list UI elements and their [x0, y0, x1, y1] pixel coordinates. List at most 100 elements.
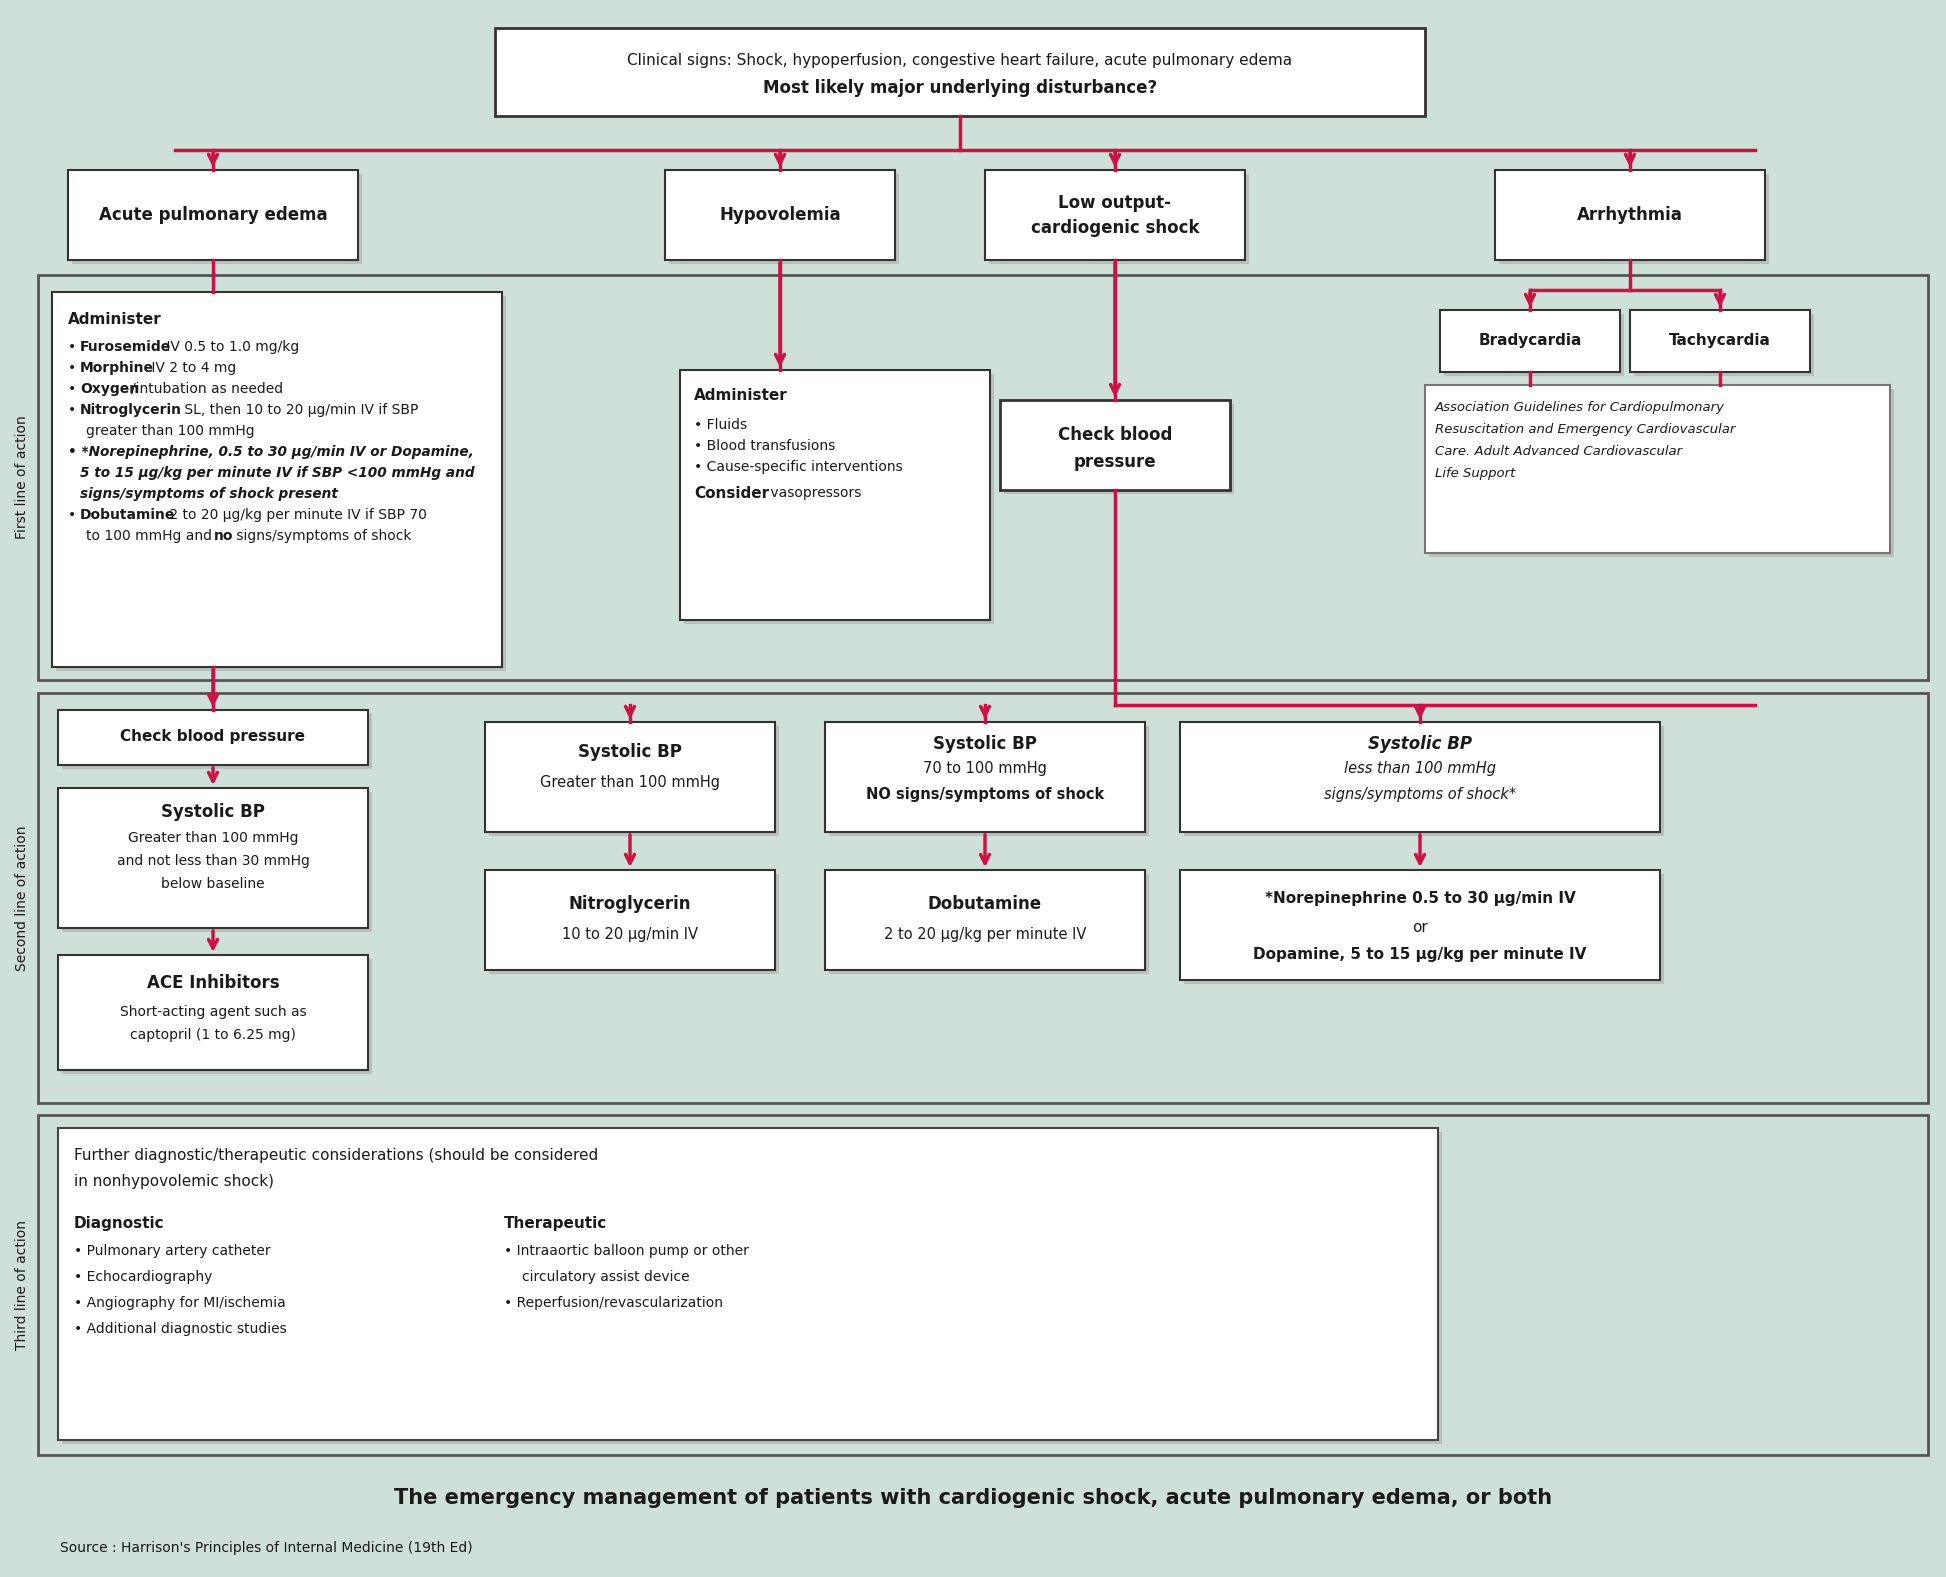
Bar [1440, 311, 1619, 372]
Text: First line of action: First line of action [16, 416, 29, 539]
Text: Tachycardia: Tachycardia [1670, 333, 1771, 349]
Text: Arrhythmia: Arrhythmia [1576, 207, 1683, 224]
Bar [989, 173, 1249, 263]
Text: Check blood pressure: Check blood pressure [121, 730, 306, 744]
Text: • Blood transfusions: • Blood transfusions [695, 438, 835, 453]
Text: and not less than 30 mmHg: and not less than 30 mmHg [117, 855, 309, 867]
Text: greater than 100 mmHg: greater than 100 mmHg [86, 424, 255, 438]
Bar [1424, 385, 1890, 554]
Bar [825, 722, 1144, 833]
Bar [1179, 871, 1660, 979]
Bar [62, 792, 372, 932]
Bar [62, 714, 372, 770]
Text: circulatory assist device: circulatory assist device [522, 1269, 689, 1284]
Bar [488, 725, 778, 836]
Text: Administer: Administer [695, 388, 788, 404]
Bar [62, 959, 372, 1074]
Bar [1495, 170, 1765, 260]
Text: less than 100 mmHg: less than 100 mmHg [1345, 762, 1496, 776]
Bar [829, 725, 1148, 836]
Bar [39, 274, 1928, 680]
Text: Diagnostic: Diagnostic [74, 1216, 165, 1232]
Bar [39, 692, 1928, 1102]
Bar [666, 170, 895, 260]
Bar [1183, 725, 1664, 836]
Text: NO signs/symptoms of shock: NO signs/symptoms of shock [866, 787, 1103, 803]
Bar [825, 871, 1144, 970]
Text: • Reperfusion/revascularization: • Reperfusion/revascularization [504, 1296, 724, 1310]
Text: signs/symptoms of shock: signs/symptoms of shock [232, 528, 411, 542]
Text: Care. Adult Advanced Cardiovascular: Care. Adult Advanced Cardiovascular [1434, 445, 1681, 457]
Bar [683, 374, 994, 624]
Text: Oxygen: Oxygen [80, 382, 138, 396]
Text: • Intraaortic balloon pump or other: • Intraaortic balloon pump or other [504, 1244, 749, 1258]
Text: The emergency management of patients with cardiogenic shock, acute pulmonary ede: The emergency management of patients wit… [393, 1489, 1553, 1508]
Bar [1000, 401, 1230, 490]
Text: 10 to 20 μg/min IV: 10 to 20 μg/min IV [562, 927, 699, 943]
Text: Consider: Consider [695, 486, 769, 501]
Text: Resuscitation and Emergency Cardiovascular: Resuscitation and Emergency Cardiovascul… [1434, 423, 1736, 435]
Text: in nonhypovolemic shock): in nonhypovolemic shock) [74, 1173, 274, 1189]
Bar [485, 871, 775, 970]
Text: Systolic BP: Systolic BP [1368, 735, 1471, 752]
Text: Systolic BP: Systolic BP [932, 735, 1037, 752]
Text: Third line of action: Third line of action [16, 1221, 29, 1350]
Text: IV 2 to 4 mg: IV 2 to 4 mg [148, 361, 235, 375]
Text: Clinical signs: Shock, hypoperfusion, congestive heart failure, acute pulmonary : Clinical signs: Shock, hypoperfusion, co… [627, 52, 1292, 68]
Text: Greater than 100 mmHg: Greater than 100 mmHg [128, 831, 298, 845]
Text: • Echocardiography: • Echocardiography [74, 1269, 212, 1284]
Text: below baseline: below baseline [162, 877, 265, 891]
Text: signs/symptoms of shock*: signs/symptoms of shock* [1323, 787, 1516, 803]
Text: Morphine: Morphine [80, 361, 154, 375]
Text: Systolic BP: Systolic BP [162, 803, 265, 822]
Text: Second line of action: Second line of action [16, 825, 29, 971]
Text: • Pulmonary artery catheter: • Pulmonary artery catheter [74, 1244, 270, 1258]
Text: • Additional diagnostic studies: • Additional diagnostic studies [74, 1322, 286, 1336]
Text: • Cause-specific interventions: • Cause-specific interventions [695, 460, 903, 475]
Text: pressure: pressure [1074, 453, 1156, 472]
Text: Therapeutic: Therapeutic [504, 1216, 607, 1232]
Text: Short-acting agent such as: Short-acting agent such as [119, 1005, 306, 1019]
Text: •: • [68, 341, 80, 353]
Bar [58, 788, 368, 927]
Bar [56, 296, 506, 670]
Bar [62, 1132, 1442, 1445]
Text: 2 to 20 μg/kg per minute IV if SBP 70: 2 to 20 μg/kg per minute IV if SBP 70 [165, 508, 426, 522]
Text: vasopressors: vasopressors [767, 486, 862, 500]
Text: • Angiography for MI/ischemia: • Angiography for MI/ischemia [74, 1296, 286, 1310]
Text: IV 0.5 to 1.0 mg/kg: IV 0.5 to 1.0 mg/kg [162, 341, 300, 353]
Text: Bradycardia: Bradycardia [1479, 333, 1582, 349]
Bar [68, 170, 358, 260]
Text: captopril (1 to 6.25 mg): captopril (1 to 6.25 mg) [130, 1028, 296, 1042]
Bar [1428, 390, 1893, 557]
Text: Hypovolemia: Hypovolemia [720, 207, 841, 224]
Text: no: no [214, 528, 234, 542]
Bar [1631, 311, 1810, 372]
Bar [58, 1128, 1438, 1440]
Bar [1004, 404, 1234, 494]
Text: • Fluids: • Fluids [695, 418, 747, 432]
Text: Furosemide: Furosemide [80, 341, 171, 353]
Text: Association Guidelines for Cardiopulmonary: Association Guidelines for Cardiopulmona… [1434, 401, 1724, 415]
Text: Dobutamine: Dobutamine [928, 896, 1041, 913]
Text: Further diagnostic/therapeutic considerations (should be considered: Further diagnostic/therapeutic considera… [74, 1148, 597, 1162]
Text: Dopamine, 5 to 15 μg/kg per minute IV: Dopamine, 5 to 15 μg/kg per minute IV [1253, 948, 1586, 962]
Bar [58, 956, 368, 1071]
Text: Source : Harrison's Principles of Internal Medicine (19th Ed): Source : Harrison's Principles of Intern… [60, 1541, 473, 1555]
Text: signs/symptoms of shock present: signs/symptoms of shock present [80, 487, 339, 501]
Bar [829, 874, 1148, 975]
Bar [1498, 173, 1769, 263]
Bar [985, 170, 1245, 260]
Text: to 100 mmHg and: to 100 mmHg and [86, 528, 216, 542]
Bar [485, 722, 775, 833]
Text: •: • [68, 404, 80, 416]
Text: 70 to 100 mmHg: 70 to 100 mmHg [922, 762, 1047, 776]
Text: Nitroglycerin: Nitroglycerin [568, 896, 691, 913]
Text: Life Support: Life Support [1434, 467, 1516, 479]
Text: Administer: Administer [68, 312, 162, 326]
Bar [72, 173, 362, 263]
Text: Check blood: Check blood [1059, 426, 1171, 445]
Text: ACE Inhibitors: ACE Inhibitors [146, 975, 280, 992]
Text: • *Norepinephrine, 0.5 to 30 μg/min IV or Dopamine,: • *Norepinephrine, 0.5 to 30 μg/min IV o… [68, 445, 473, 459]
Bar [1179, 722, 1660, 833]
